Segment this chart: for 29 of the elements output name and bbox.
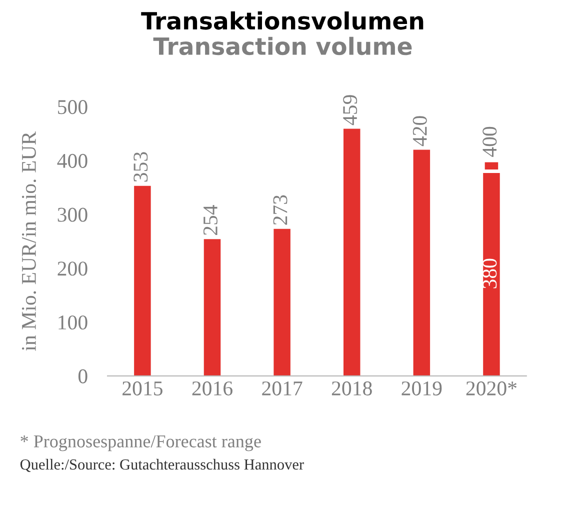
y-tick-label: 400 xyxy=(57,154,88,168)
x-tick-label: 2018 xyxy=(332,381,372,396)
x-tick-label: 2020* xyxy=(466,381,517,396)
y-tick-label: 300 xyxy=(58,208,88,222)
x-tick-label: 2019 xyxy=(402,381,442,396)
text: * Prognosespanne/Forecast range xyxy=(20,435,261,452)
data-label: 420 xyxy=(412,116,427,146)
bar xyxy=(204,239,221,376)
bar xyxy=(413,150,430,376)
x-tick-label: 2017 xyxy=(262,381,302,396)
data-label: 459 xyxy=(343,95,358,126)
x-tick-label: 2015 xyxy=(122,381,162,396)
y-tick-label: 100 xyxy=(58,315,88,330)
x-tick-label: 2016 xyxy=(192,381,232,396)
y-tick-label: 0 xyxy=(78,369,88,384)
data-label: 353 xyxy=(134,152,148,182)
bar xyxy=(343,128,360,376)
y-tick-label: 500 xyxy=(58,100,88,114)
y-axis-title: in Mio. EUR/in mio. EUR xyxy=(22,131,36,351)
data-label: 273 xyxy=(273,195,288,225)
data-label: 254 xyxy=(203,204,218,235)
annotation: 400 xyxy=(482,126,497,157)
bar xyxy=(134,186,151,376)
chart-title: Transaktionsvolumen xyxy=(141,11,424,30)
data-label: 380 xyxy=(482,258,497,288)
y-tick-label: 200 xyxy=(58,262,88,276)
chart-subtitle: Transaction volume xyxy=(153,36,412,56)
source-note: Quelle:/Source: Gutachterausschuss Hannover xyxy=(20,458,304,472)
bar xyxy=(274,228,290,376)
